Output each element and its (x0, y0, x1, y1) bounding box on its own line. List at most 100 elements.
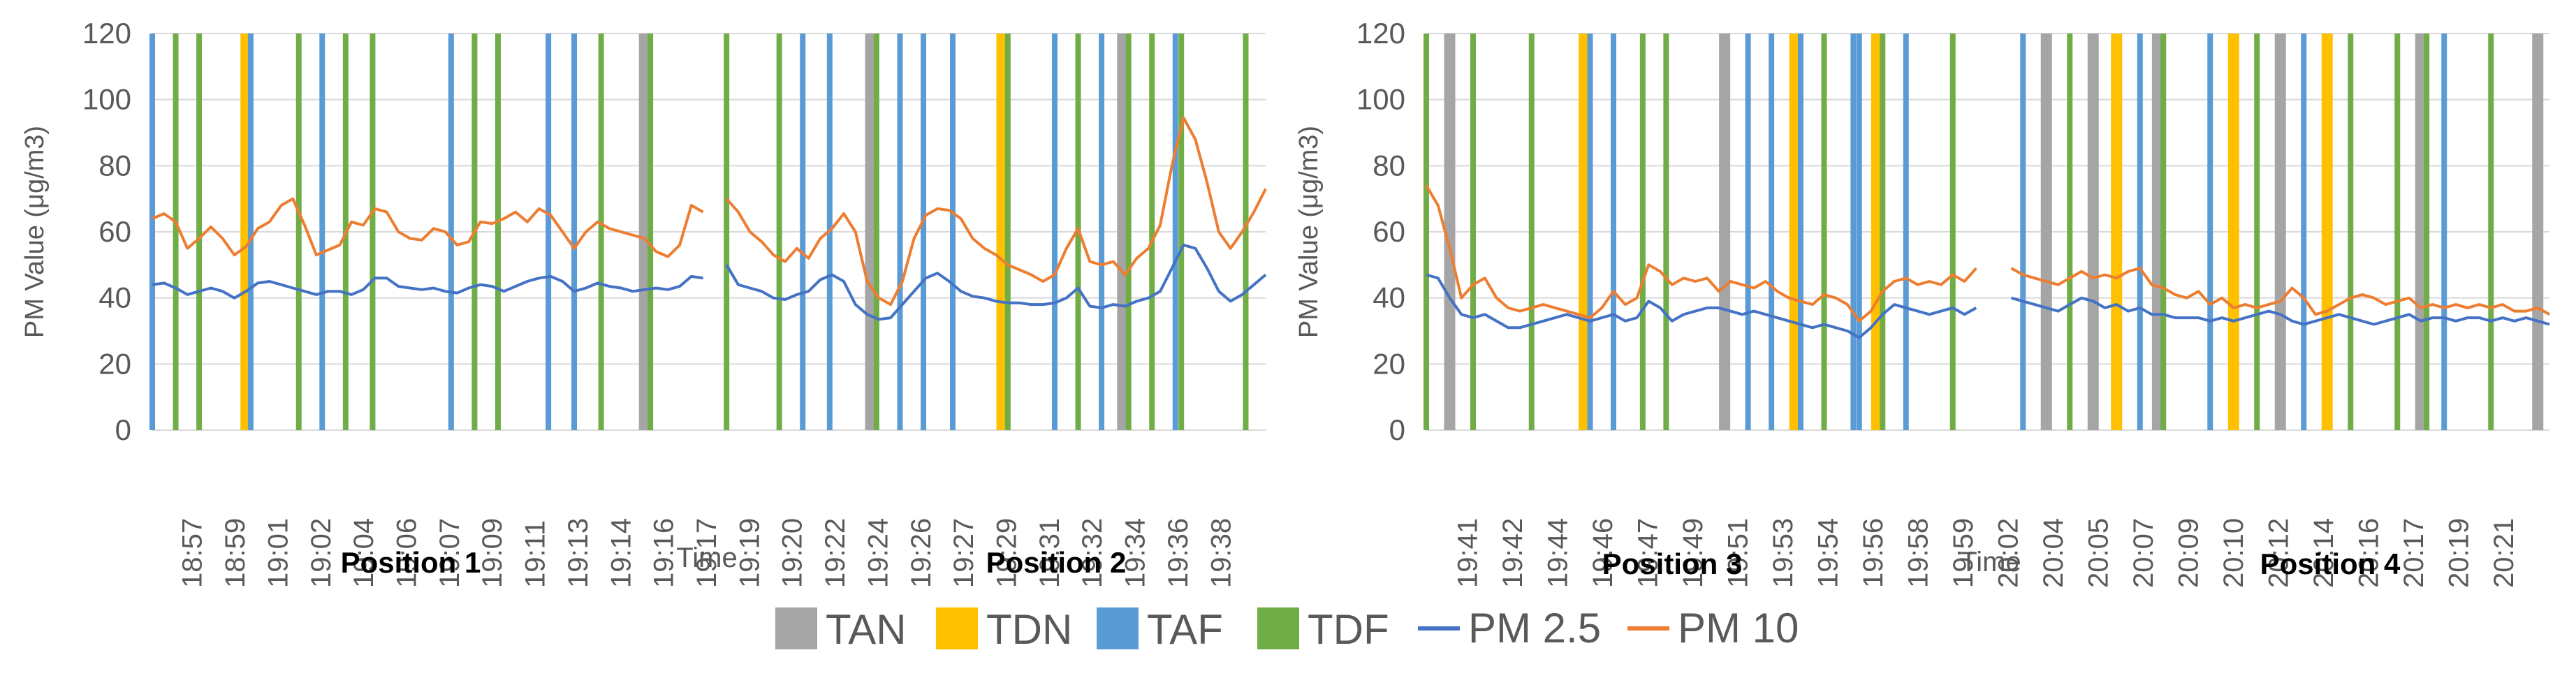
event-bar-taf (897, 34, 903, 430)
event-bar-tan (638, 34, 650, 430)
event-bar-tdf (2254, 34, 2260, 430)
y-tick-label: 60 (98, 215, 131, 248)
event-bar-tan (1444, 34, 1456, 430)
event-bar-taf (1099, 34, 1105, 430)
event-bar-tan (1719, 34, 1731, 430)
event-bar-tdf (1821, 34, 1827, 430)
event-bar-tdn (2227, 34, 2239, 430)
event-bar-taf (2441, 34, 2447, 430)
event-bar-tdf (369, 34, 376, 430)
y-tick-label: 80 (98, 149, 131, 182)
legend-label: TAF (1147, 606, 1223, 653)
x-tick-label: 19:29 (992, 518, 1023, 588)
event-bar-tdf (647, 34, 654, 430)
y-tick-label: 80 (1373, 149, 1405, 182)
event-bar-tdf (1880, 34, 1886, 430)
legend-label: PM 10 (1678, 605, 1799, 651)
legend-swatch-tdf (1257, 607, 1299, 649)
event-bar-tan (2274, 34, 2286, 430)
event-bar-tdf (495, 34, 501, 430)
series-line-pm25 (1426, 273, 2550, 339)
event-bar-taf (247, 34, 254, 430)
x-tick-label: 20:19 (2443, 518, 2474, 588)
legend-swatch-tan (775, 607, 817, 649)
x-tick-label: 19:07 (434, 518, 465, 588)
y-tick-label: 100 (1356, 83, 1405, 116)
event-bar-tdn (1789, 34, 1801, 430)
event-bar-tdf (1470, 34, 1476, 430)
y-tick-label: 40 (98, 281, 131, 314)
event-bar-tan (1117, 34, 1129, 430)
event-bar-taf (2020, 34, 2026, 430)
event-bar-taf (2207, 34, 2213, 430)
event-bar-tdf (2067, 34, 2073, 430)
event-bar-tdf (1125, 34, 1132, 430)
x-tick-label: 20:16 (2353, 518, 2384, 588)
x-tick-label: 19:01 (263, 518, 293, 588)
y-tick-label: 40 (1373, 281, 1405, 314)
event-bar-tdf (295, 34, 302, 430)
event-bar-tdn (1579, 34, 1590, 430)
x-axis-label: Time (676, 543, 737, 573)
event-bar-taf (1745, 34, 1751, 430)
event-bar-tdn (2111, 34, 2123, 430)
x-tick-label: 19:59 (1948, 518, 1979, 588)
event-bar-taf (448, 34, 454, 430)
x-tick-label: 19:42 (1498, 518, 1528, 588)
event-bar-tdf (873, 34, 879, 430)
y-tick-label: 120 (82, 17, 131, 50)
event-bar-taf (1051, 34, 1058, 430)
event-bar-taf (149, 34, 155, 430)
x-tick-label: 19:56 (1858, 518, 1889, 588)
x-tick-label: 20:09 (2173, 518, 2204, 588)
x-tick-label: 19:58 (1903, 518, 1933, 588)
event-bar-tdf (1004, 34, 1011, 430)
x-tick-label: 19:16 (649, 518, 680, 588)
x-tick-label: 19:41 (1452, 518, 1483, 588)
event-bar-tdn (2321, 34, 2333, 430)
event-bar-tdf (1243, 34, 1249, 430)
event-bar-tdf (1639, 34, 1646, 430)
legend-swatch-tdn (936, 607, 978, 649)
x-tick-label: 19:24 (863, 518, 893, 588)
position-label: Position 4 (2260, 547, 2401, 580)
x-tick-label: 20:10 (2218, 518, 2249, 588)
event-bar-taf (1172, 34, 1178, 430)
x-tick-label: 19:04 (349, 518, 379, 588)
x-tick-label: 20:21 (2489, 518, 2519, 588)
x-tick-label: 19:20 (777, 518, 808, 588)
event-bar-tdf (2348, 34, 2354, 430)
event-bar-tdf (776, 34, 782, 430)
x-tick-label: 19:06 (391, 518, 422, 588)
event-bar-taf (2137, 34, 2143, 430)
event-bar-tdf (1178, 34, 1185, 430)
event-bar-tdf (2160, 34, 2167, 430)
x-tick-label: 19:09 (477, 518, 508, 588)
x-tick-label: 19:31 (1034, 518, 1065, 588)
series-line-pm10 (152, 116, 1267, 307)
event-bar-taf (546, 34, 552, 430)
event-bar-taf (800, 34, 806, 430)
event-bar-tan (2532, 34, 2544, 430)
event-bar-taf (1850, 34, 1857, 430)
event-bar-taf (921, 34, 927, 430)
event-bar-taf (1856, 34, 1862, 430)
event-bar-tdf (1424, 34, 1429, 430)
x-tick-label: 18:59 (220, 518, 251, 588)
x-tick-label: 19:26 (906, 518, 937, 588)
event-bar-tan (2040, 34, 2052, 430)
event-bar-taf (1587, 34, 1593, 430)
event-bar-tdf (196, 34, 203, 430)
event-bar-taf (950, 34, 956, 430)
event-bar-tdf (2424, 34, 2430, 430)
event-bar-taf (1611, 34, 1616, 430)
y-tick-label: 60 (1373, 215, 1405, 248)
legend-label: TAN (826, 606, 907, 653)
x-tick-label: 19:36 (1163, 518, 1194, 588)
x-tick-label: 20:07 (2128, 518, 2159, 588)
event-bar-tdf (1949, 34, 1956, 430)
series-line-pm25 (152, 243, 1267, 321)
event-bar-taf (571, 34, 578, 430)
x-tick-label: 20:04 (2038, 518, 2069, 588)
